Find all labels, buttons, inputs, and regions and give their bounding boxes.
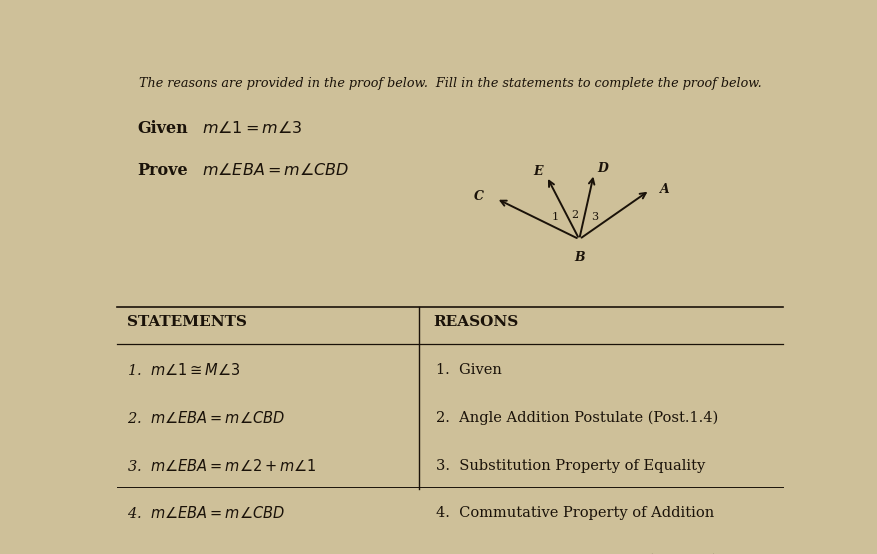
Text: C: C [474,190,483,203]
Text: The reasons are provided in the proof below.  Fill in the statements to complete: The reasons are provided in the proof be… [139,77,760,90]
Text: E: E [532,165,542,178]
Text: 1.  Given: 1. Given [436,363,502,377]
Text: 1.  $m\angle 1 \cong M\angle 3$: 1. $m\angle 1 \cong M\angle 3$ [126,362,240,378]
Text: 1: 1 [551,212,558,222]
Text: $m\angle1 = m\angle3$: $m\angle1 = m\angle3$ [202,120,302,137]
Text: 2: 2 [570,209,577,219]
Text: $m\angle EBA = m\angle CBD$: $m\angle EBA = m\angle CBD$ [202,162,348,179]
Text: 5.  $m\angle 1 + m\angle 2 =$: 5. $m\angle 1 + m\angle 2 =$ [126,553,256,554]
Text: 3.  Substitution Property of Equality: 3. Substitution Property of Equality [436,459,705,473]
Text: A: A [660,183,669,196]
Text: Prove: Prove [137,162,188,179]
Text: 4.  Commutative Property of Addition: 4. Commutative Property of Addition [436,506,714,520]
Text: 2.  $m\angle EBA = m \angle CBD$: 2. $m\angle EBA = m \angle CBD$ [126,410,284,426]
Text: 2.  Angle Addition Postulate (Post.1.4): 2. Angle Addition Postulate (Post.1.4) [436,411,717,425]
Text: 3.  $m\angle EBA = m\angle 2 + m\angle 1$: 3. $m\angle EBA = m\angle 2 + m\angle 1$ [126,458,316,474]
Text: STATEMENTS: STATEMENTS [126,315,246,329]
Text: 4.  $m\angle EBA = m\angle CBD$: 4. $m\angle EBA = m\angle CBD$ [126,505,284,521]
Text: Given: Given [137,120,188,137]
Text: REASONS: REASONS [432,315,517,329]
Text: 3: 3 [591,212,598,222]
Text: D: D [596,162,608,175]
Text: B: B [574,251,584,264]
